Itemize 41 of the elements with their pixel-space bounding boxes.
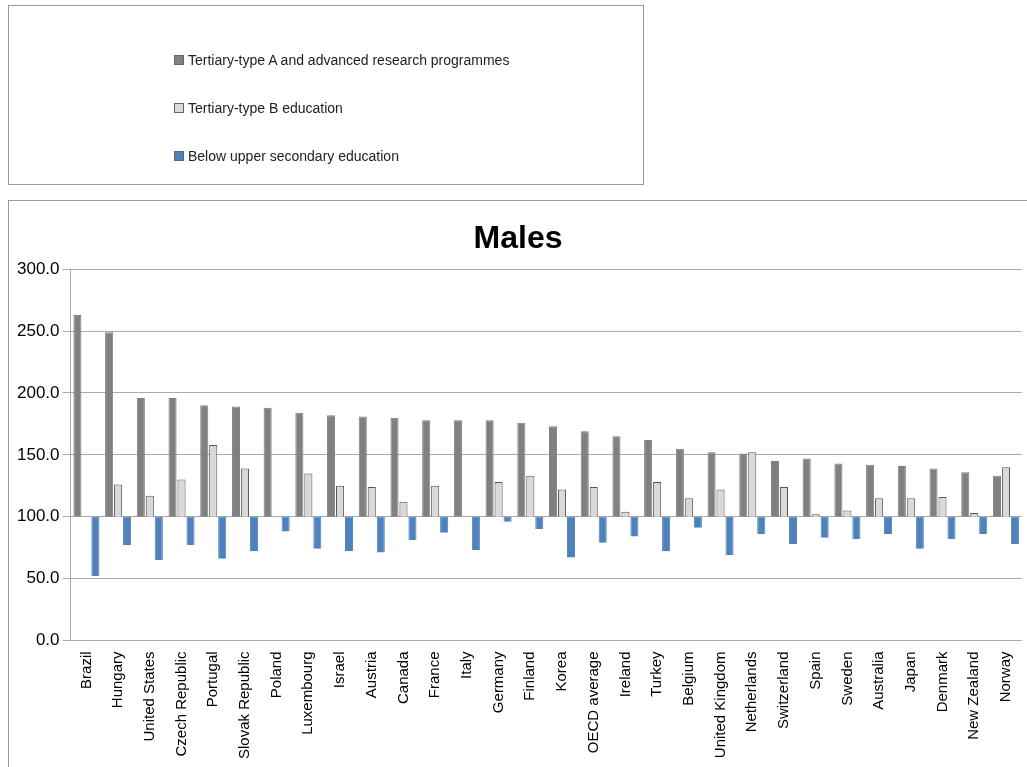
x-tick-label: New Zealand [964,651,982,740]
y-tick-label: 100.0 [16,506,60,526]
x-tick-label: United Kingdom [710,651,728,759]
x-tick-label: Sweden [837,651,855,706]
legend-label: Tertiary-type B education [188,100,343,116]
y-tick-label: 0.0 [35,630,60,650]
x-tick-label: Australia [869,650,887,710]
x-tick-label: United States [139,651,157,742]
y-tick-label: 50.0 [26,568,60,588]
x-tick-label: Denmark [932,650,950,713]
x-tick-label: Slovak Republic [235,650,253,760]
legend-label: Below upper secondary education [188,148,399,164]
chart-title: Males [472,219,564,256]
x-tick-label: Germany [488,650,506,714]
y-tick-label: 200.0 [16,382,60,402]
x-tick-label: Canada [393,650,411,704]
x-tick-label: Czech Republic [171,650,189,757]
x-tick-label: Ireland [615,651,633,698]
x-tick-label: France [425,651,443,699]
x-tick-label: Luxembourg [298,651,316,735]
y-tick-label: 150.0 [16,444,60,464]
x-tick-label: Hungary [108,650,126,709]
y-tick-label: 250.0 [16,320,60,340]
x-tick-label: Norway [996,650,1014,703]
x-tick-label: Brazil [76,651,94,689]
legend-label: Tertiary-type A and advanced research programmes [188,52,510,68]
y-tick-label: 300.0 [16,258,60,278]
x-tick-label: Japan [900,651,918,693]
x-tick-label: Poland [266,651,284,699]
x-tick-label: Netherlands [742,651,760,733]
x-tick-label: Portugal [203,651,221,708]
x-tick-label: Italy [457,650,475,679]
x-tick-label: Belgium [678,651,696,706]
x-tick-label: Turkey [647,650,665,697]
x-tick-label: Spain [805,651,823,690]
x-tick-label: Austria [361,650,379,699]
x-tick-label: Korea [552,650,570,692]
x-tick-label: Switzerland [774,651,792,729]
x-tick-label: Israel [330,651,348,689]
x-tick-label: OECD average [583,651,601,754]
x-tick-label: Finland [520,651,538,701]
